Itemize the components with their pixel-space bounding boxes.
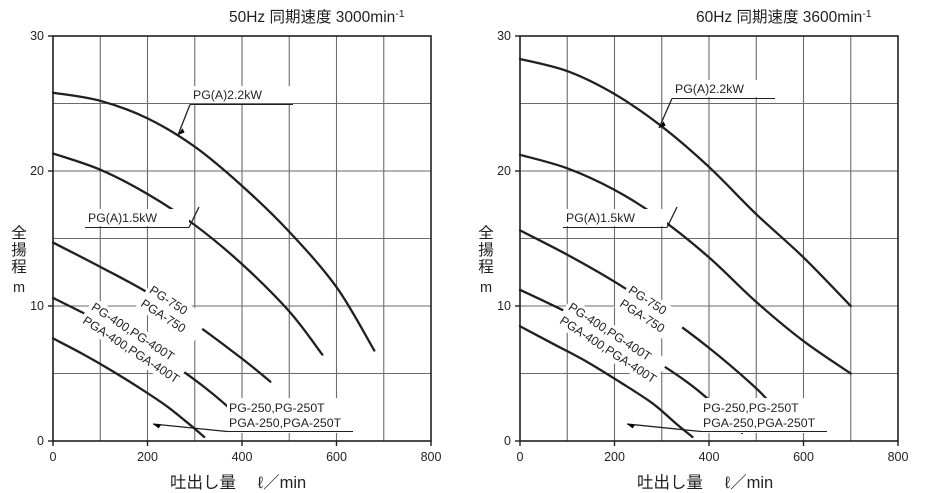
leader-arrowhead-250-50hz <box>153 424 162 429</box>
curves-group-50hz <box>51 91 376 439</box>
chart-svg-60hz: 60Hz 同期速度 3600min-1 0 200 400 600 800 0 10 20 30… <box>478 8 908 492</box>
chart-title-hz-50hz: 50Hz <box>229 9 265 26</box>
chart-svg-50hz: 50Hz 同期速度 3000min-1 0 200 400 600 800 0 10 20 30 <box>11 8 441 492</box>
performance-curve-4-60hz <box>518 325 694 439</box>
performance-curve-1-60hz <box>518 153 852 375</box>
performance-curve-4-50hz <box>51 337 206 439</box>
chart-title-50hz: 50Hz 同期速度 3000min-1 <box>229 8 405 26</box>
annotation-power-15kw-label-50hz: PG(A)1.5kW <box>88 211 157 225</box>
annotation-curve-250-60hz: PG-250,PG-250T PGA-250,PGA-250T <box>626 398 827 433</box>
xtick-label-400-50hz: 400 <box>232 450 253 464</box>
annotation-curve-250-line2-60hz: PGA-250,PGA-250T <box>703 416 816 430</box>
xtick-label-0-50hz: 0 <box>50 450 57 464</box>
performance-curve-0-60hz <box>518 57 852 308</box>
annotation-power-15kw-60hz: PG(A)1.5kW <box>563 206 678 229</box>
leader-arrowhead-22kw-60hz <box>659 121 666 128</box>
ticklabels-group-60hz: 0 200 400 600 800 0 10 20 30 <box>497 29 908 464</box>
annotation-curve-250-line1-50hz: PG-250,PG-250T <box>229 401 325 415</box>
x-axis-unit-60hz: ℓ／min <box>725 473 773 492</box>
annotation-power-22kw-60hz: PG(A)2.2kW <box>658 80 775 129</box>
performance-curve-1-50hz <box>51 152 324 356</box>
curves-group-60hz <box>518 57 852 439</box>
xtick-label-200-60hz: 200 <box>604 450 625 464</box>
performance-curve-0-50hz <box>51 91 376 352</box>
chart-title-speed-50hz: 同期速度 3000min <box>270 8 396 26</box>
grid-group-50hz <box>53 36 431 441</box>
ytick-label-30-50hz: 30 <box>30 29 44 43</box>
x-axis-unit-50hz: ℓ／min <box>258 473 306 492</box>
ytick-label-0-60hz: 0 <box>504 434 511 448</box>
xtick-label-200-50hz: 200 <box>137 450 158 464</box>
leader-arrowhead-22kw-50hz <box>178 128 185 135</box>
leader-arrowhead-250-60hz <box>627 424 636 429</box>
annotation-power-22kw-label-60hz: PG(A)2.2kW <box>675 82 744 96</box>
chart-panel-60hz: 60Hz 同期速度 3600min-1 0 200 400 600 800 0 10 20 30… <box>467 0 934 493</box>
chart-panel-50hz: 50Hz 同期速度 3000min-1 0 200 400 600 800 0 10 20 30 <box>11 8 441 492</box>
y-axis-unit-60hz: m <box>480 280 492 296</box>
ticklabels-group-50hz: 0 200 400 600 800 0 10 20 30 <box>30 29 441 464</box>
y-axis-title-char3-50hz: 程 <box>11 258 27 276</box>
ytick-label-0-50hz: 0 <box>37 434 44 448</box>
chart-title-superscript-50hz: -1 <box>395 8 404 20</box>
annotation-power-22kw-label-50hz: PG(A)2.2kW <box>193 88 262 102</box>
ytick-label-10-60hz: 10 <box>497 299 511 313</box>
xtick-label-800-50hz: 800 <box>421 450 442 464</box>
x-axis-title-50hz: 吐出し量 <box>170 473 236 492</box>
y-axis-title-char2-50hz: 揚 <box>11 241 27 259</box>
annotation-power-15kw-50hz: PG(A)1.5kW <box>85 206 200 229</box>
annotation-power-15kw-label-60hz: PG(A)1.5kW <box>566 211 635 225</box>
xtick-label-800-60hz: 800 <box>888 450 909 464</box>
xtick-label-400-60hz: 400 <box>699 450 720 464</box>
chart-title-hz-60hz: 60Hz <box>696 9 732 26</box>
xtick-label-0-60hz: 0 <box>517 450 524 464</box>
chart-title-60hz: 60Hz 同期速度 3600min-1 <box>696 8 872 26</box>
y-axis-unit-50hz: m <box>13 280 25 296</box>
ytick-label-20-50hz: 20 <box>30 164 44 178</box>
y-axis-title-char3-60hz: 程 <box>478 258 494 276</box>
ytick-label-30-60hz: 30 <box>497 29 511 43</box>
chart-title-superscript-60hz: -1 <box>862 8 871 20</box>
y-axis-title-char1-50hz: 全 <box>11 224 27 242</box>
xtick-label-600-60hz: 600 <box>793 450 814 464</box>
chart-title-speed-60hz: 同期速度 3600min <box>737 8 863 26</box>
annotation-curve-250-line1-60hz: PG-250,PG-250T <box>703 401 799 415</box>
ytick-label-10-50hz: 10 <box>30 299 44 313</box>
y-axis-title-char2-60hz: 揚 <box>478 241 494 259</box>
xtick-label-600-50hz: 600 <box>326 450 347 464</box>
x-axis-title-60hz: 吐出し量 <box>637 473 703 492</box>
ytick-label-20-60hz: 20 <box>497 164 511 178</box>
annotation-curve-250-50hz: PG-250,PG-250T PGA-250,PGA-250T <box>152 398 353 433</box>
annotation-curve-250-line2-50hz: PGA-250,PGA-250T <box>229 416 342 430</box>
y-axis-title-char1-60hz: 全 <box>478 224 494 242</box>
annotation-power-22kw-50hz: PG(A)2.2kW <box>177 86 293 136</box>
